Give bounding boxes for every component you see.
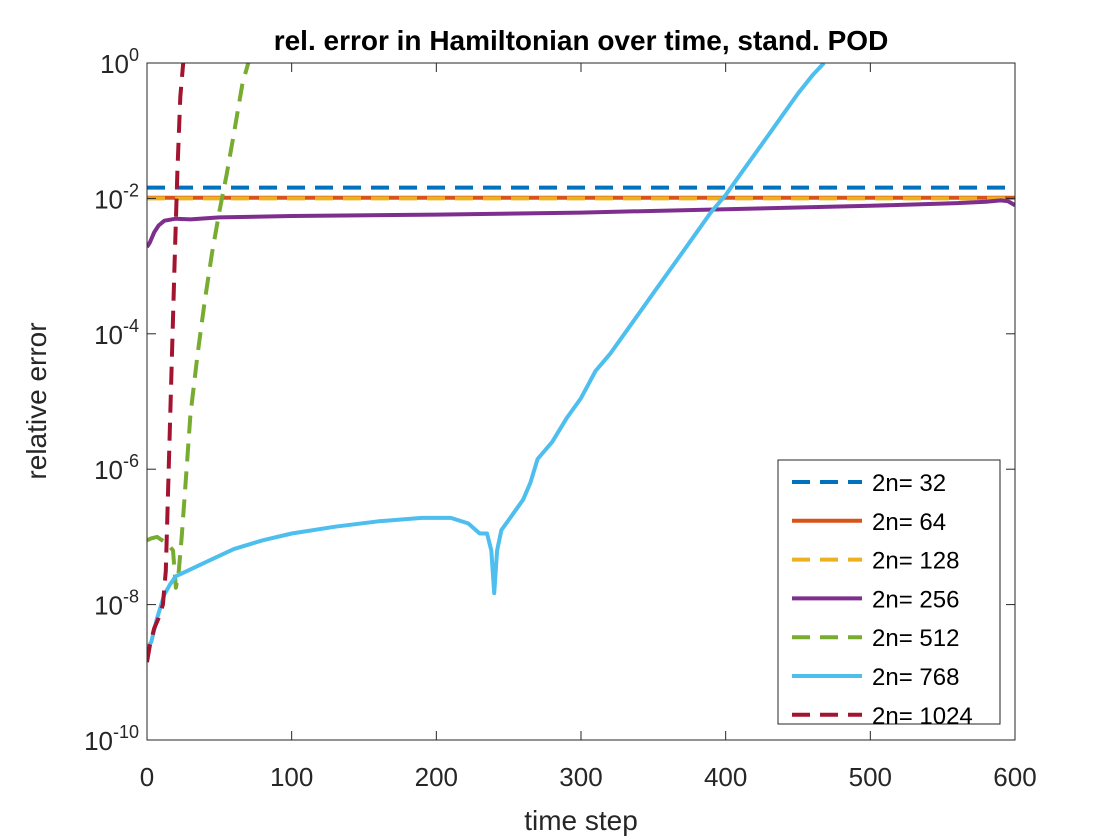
y-axis-label: relative error [21,322,52,479]
y-tick-label: 10-6 [94,451,139,485]
x-tick-label: 300 [559,762,602,792]
y-tick-label: 10-2 [94,180,139,214]
x-tick-label: 0 [140,762,154,792]
series-layer [147,63,1015,663]
x-axis-label: time step [524,805,638,836]
x-tick-label: 400 [704,762,747,792]
legend-label-5: 2n= 512 [872,625,959,652]
series-line-6 [147,63,826,650]
legend-label-1: 2n= 32 [872,470,946,497]
legend-label-2: 2n= 64 [872,509,946,536]
legend: 2n= 32 2n= 64 2n= 128 2n= 256 2n= 512 2n= 768… [777,459,1001,730]
y-tick-label: 10-8 [94,587,139,621]
series-line-5 [147,63,251,590]
series-line-4 [147,198,1015,249]
y-tick-label: 10-10 [84,722,139,756]
y-tick-label: 100 [100,45,139,79]
legend-label-6: 2n= 768 [872,664,959,691]
y-tick-label: 10-4 [94,316,139,350]
x-tick-label: 600 [993,762,1036,792]
legend-box [777,459,1001,725]
chart-title: rel. error in Hamiltonian over time, sta… [274,25,889,56]
series-line-7 [147,63,186,663]
legend-label-4: 2n= 256 [872,586,959,613]
legend-label-7: 2n= 1024 [872,703,973,730]
tick-layer: 0 100 200 300 400 500 600 100 10-2 10-4 10-6 10-8 10… [84,45,1037,792]
x-tick-label: 500 [849,762,892,792]
x-tick-label: 200 [415,762,458,792]
legend-label-3: 2n= 128 [872,548,959,575]
x-tick-label: 100 [270,762,313,792]
